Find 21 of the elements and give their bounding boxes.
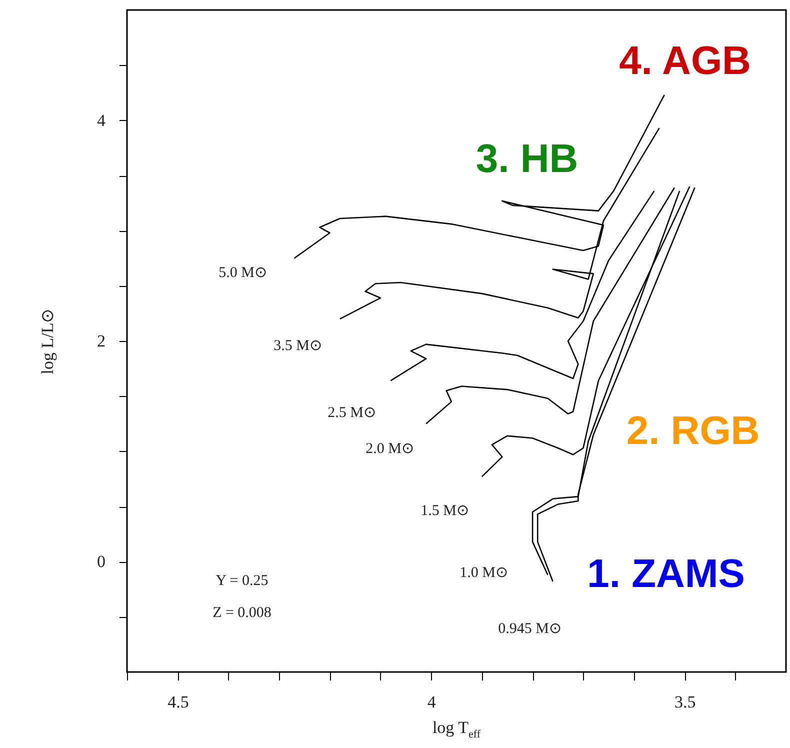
annotation: 1.0 M⊙ (460, 565, 508, 581)
annotation: Y = 0.25 (216, 573, 268, 589)
annotation: 4. AGB (619, 39, 751, 83)
annotation: 1. ZAMS (587, 552, 745, 596)
annotation: 3.5 M⊙ (274, 338, 322, 354)
y-tick-label: 0 (97, 552, 106, 572)
x-tick-label: 4 (427, 692, 436, 712)
annotation: 5.0 M⊙ (218, 265, 268, 281)
annotation: 2.0 M⊙ (366, 441, 414, 457)
annotation: Z = 0.008 (212, 605, 272, 621)
annotation: 2.5 M⊙ (328, 405, 376, 421)
annotation: 2. RGB (626, 409, 760, 453)
y-tick-label: 2 (97, 332, 106, 350)
x-tick-label: 4.5 (168, 692, 189, 712)
annotation: 1.5 M⊙ (420, 503, 470, 519)
annotation: 0.945 M⊙ (498, 621, 562, 637)
y-axis-title: log L/L⊙ (38, 308, 57, 374)
x-axis-title: log T$_{eff}$ (431, 718, 482, 740)
y-tick-label: 4 (97, 110, 106, 130)
annotation: 3. HB (476, 137, 578, 181)
x-tick-label: 3.5 (674, 692, 696, 712)
